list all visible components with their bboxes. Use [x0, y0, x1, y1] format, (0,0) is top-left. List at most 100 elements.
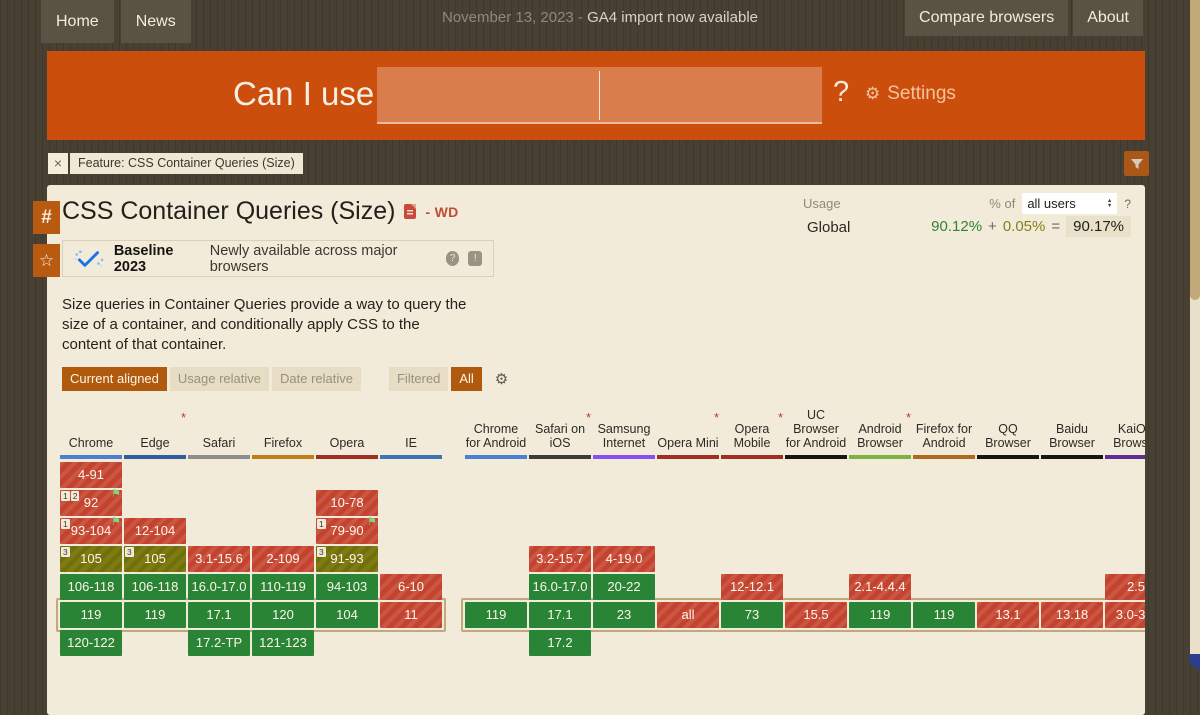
filter-button[interactable]: [1124, 151, 1149, 176]
version-slot: 16.0-17.0: [188, 574, 250, 602]
baseline-feedback-icon[interactable]: !: [468, 251, 482, 266]
support-cell[interactable]: 79-90 1 ⚑: [316, 516, 378, 544]
support-cell[interactable]: 104: [316, 602, 378, 628]
support-cell[interactable]: 2.5: [1105, 574, 1145, 600]
support-cell[interactable]: 16.0-17.0: [529, 574, 591, 600]
topbar-right: Compare browsers About: [905, 0, 1143, 36]
support-cell[interactable]: 11: [380, 602, 442, 628]
support-cell[interactable]: 10-78: [316, 490, 378, 516]
support-cell[interactable]: 106-118: [124, 574, 186, 600]
nav-home[interactable]: Home: [41, 0, 114, 43]
support-cell[interactable]: 119: [465, 602, 527, 628]
toggle-all[interactable]: All: [451, 367, 482, 391]
usage-help-icon[interactable]: ?: [1124, 196, 1131, 211]
spec-document-icon[interactable]: [404, 204, 417, 219]
support-cell[interactable]: 20-22: [593, 574, 655, 600]
usage-region-select[interactable]: all users ▲ ▼: [1022, 193, 1118, 214]
announcement-text: GA4 import now available: [587, 9, 758, 26]
version-slot: [252, 518, 314, 546]
support-cell[interactable]: 17.1: [188, 602, 250, 628]
support-cell[interactable]: 110-119: [252, 574, 314, 600]
support-cell[interactable]: 3.0-3.1: [1105, 602, 1145, 628]
browser-name: KaiOS Browser: [1113, 421, 1145, 450]
sidebar-tab-favorites[interactable]: ☆: [33, 244, 60, 277]
version-slot: [849, 518, 911, 546]
support-cell[interactable]: 119: [913, 602, 975, 628]
feature-tag-close-button[interactable]: ×: [48, 153, 68, 174]
browser-column: Samsung Internet 4-19.0 20-22 23: [593, 395, 655, 658]
support-cell[interactable]: 119: [124, 602, 186, 628]
nav-compare-browsers[interactable]: Compare browsers: [905, 0, 1069, 36]
support-cell[interactable]: 13.1: [977, 602, 1039, 628]
version-slot: 120-122: [60, 630, 122, 658]
browser-color-bar: [849, 455, 911, 459]
toggle-date-relative[interactable]: Date relative: [272, 367, 361, 391]
support-cell[interactable]: 106-118: [60, 574, 122, 600]
version-slot: [721, 462, 783, 490]
toggle-filtered[interactable]: Filtered: [388, 367, 449, 391]
sidebar-tab-index[interactable]: #: [33, 201, 60, 234]
support-cell[interactable]: 119: [849, 602, 911, 628]
support-cell[interactable]: 15.5: [785, 602, 847, 628]
support-cell[interactable]: 92 1 2 ⚑: [60, 488, 122, 516]
support-cell[interactable]: all: [657, 602, 719, 628]
support-cell[interactable]: 105 3: [60, 546, 122, 572]
support-cell[interactable]: 121-123: [252, 630, 314, 656]
browser-column-header: Opera: [316, 395, 378, 459]
scrollbar-track[interactable]: [1190, 0, 1200, 654]
browser-name: Chrome: [68, 435, 114, 450]
table-settings-gear-icon[interactable]: ⚙: [494, 371, 509, 388]
support-cell[interactable]: 120-122: [60, 630, 122, 656]
version-slot: [785, 462, 847, 490]
support-cell[interactable]: 120: [252, 602, 314, 628]
browser-column-header: KaiOS Browser: [1105, 395, 1145, 459]
support-cell[interactable]: 16.0-17.0: [188, 574, 250, 600]
version-slot: 23: [593, 602, 655, 630]
settings-button[interactable]: ⚙ Settings: [865, 83, 956, 105]
version-slot: [529, 490, 591, 518]
browser-color-bar: [657, 455, 719, 459]
support-cell[interactable]: 17.2: [529, 630, 591, 656]
browser-column-header: Firefox for Android: [913, 395, 975, 459]
browser-column-header: Edge *: [124, 395, 186, 459]
support-cell[interactable]: 3.1-15.6: [188, 546, 250, 572]
version-slot: 105 3: [124, 546, 186, 574]
version-slot: [188, 462, 250, 490]
scrollbar-thumb[interactable]: [1190, 0, 1200, 300]
support-cell[interactable]: 119: [60, 602, 122, 628]
announcement[interactable]: November 13, 2023 - GA4 import now avail…: [0, 9, 1200, 26]
support-cell[interactable]: 3.2-15.7: [529, 546, 591, 572]
support-cell[interactable]: 105 3: [124, 546, 186, 572]
support-cell[interactable]: 23: [593, 602, 655, 628]
toggle-usage-relative[interactable]: Usage relative: [169, 367, 269, 391]
browser-color-bar: [124, 455, 186, 459]
support-cell[interactable]: 13.18: [1041, 602, 1103, 628]
support-cell[interactable]: 4-19.0: [593, 546, 655, 572]
support-cell[interactable]: 2.1-4.4.4: [849, 574, 911, 600]
support-cell[interactable]: 2-109: [252, 546, 314, 572]
support-cell[interactable]: 73: [721, 602, 783, 628]
browser-column: Chrome for Android 119: [465, 395, 527, 658]
nav-news[interactable]: News: [120, 0, 191, 43]
site-logo[interactable]: Can I use: [233, 75, 375, 112]
support-cell[interactable]: 91-93 3: [316, 546, 378, 572]
note-badges: 1: [317, 519, 326, 529]
support-cell[interactable]: 12-12.1: [721, 574, 783, 600]
baseline-check-icon: [74, 249, 104, 267]
support-cell[interactable]: 17.2-TP: [188, 630, 250, 656]
version-slot: [124, 462, 186, 490]
support-cell[interactable]: 93-104 1 ⚑: [60, 516, 122, 544]
spec-status-badge[interactable]: - WD: [425, 203, 459, 220]
support-cell[interactable]: 6-10: [380, 574, 442, 600]
support-cell[interactable]: 4-91: [60, 462, 122, 488]
browser-column-header: IE: [380, 395, 442, 459]
toggle-current-aligned[interactable]: Current aligned: [62, 367, 167, 391]
usage-partial-pct: 0.05%: [1002, 218, 1046, 235]
support-cell[interactable]: 94-103: [316, 574, 378, 600]
support-cell[interactable]: 12-104: [124, 518, 186, 544]
usage-label: Usage: [803, 196, 841, 211]
baseline-help-icon[interactable]: ?: [445, 251, 460, 266]
nav-about[interactable]: About: [1073, 0, 1143, 36]
support-cell[interactable]: 17.1: [529, 602, 591, 628]
usage-region-label: Global: [807, 219, 851, 236]
